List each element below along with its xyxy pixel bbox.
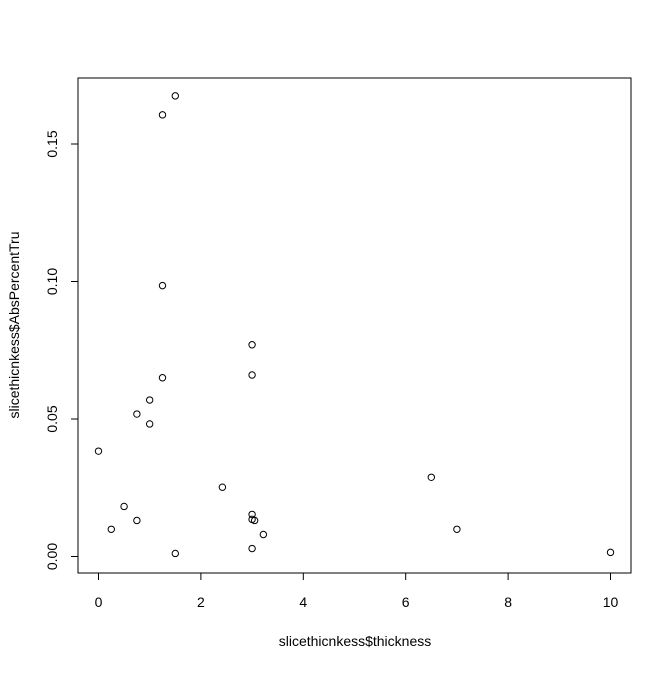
point <box>171 92 179 100</box>
point <box>120 502 128 511</box>
point <box>107 525 115 533</box>
y-tick-label: 0.05 <box>44 405 60 432</box>
point <box>248 341 256 349</box>
point <box>248 544 256 553</box>
point <box>606 548 615 557</box>
point <box>427 473 436 481</box>
point <box>250 516 259 525</box>
point <box>158 111 167 119</box>
plot-box <box>77 77 632 574</box>
y-tick-label: 0.00 <box>44 543 60 570</box>
point <box>248 371 256 379</box>
point <box>158 281 167 290</box>
x-axis-label: slicethicnkess$thickness <box>279 633 432 649</box>
point <box>453 525 461 533</box>
x-tick-label: 10 <box>603 594 619 610</box>
point <box>158 374 167 382</box>
point <box>145 396 154 404</box>
y-axis-label: slicethicnkess$AbsPercentTru <box>6 231 22 418</box>
point <box>94 447 103 455</box>
x-tick-label: 0 <box>95 594 103 610</box>
point <box>133 410 141 418</box>
point <box>259 530 268 539</box>
x-tick-label: 8 <box>504 594 512 610</box>
point <box>218 483 227 491</box>
y-tick-label: 0.10 <box>44 268 60 295</box>
x-tick-label: 2 <box>197 594 205 610</box>
x-tick-label: 4 <box>299 594 307 610</box>
y-tick-label: 0.15 <box>44 130 60 157</box>
point <box>171 549 179 558</box>
point <box>145 420 154 428</box>
point <box>133 516 141 525</box>
x-tick-label: 6 <box>402 594 410 610</box>
point <box>248 510 256 519</box>
